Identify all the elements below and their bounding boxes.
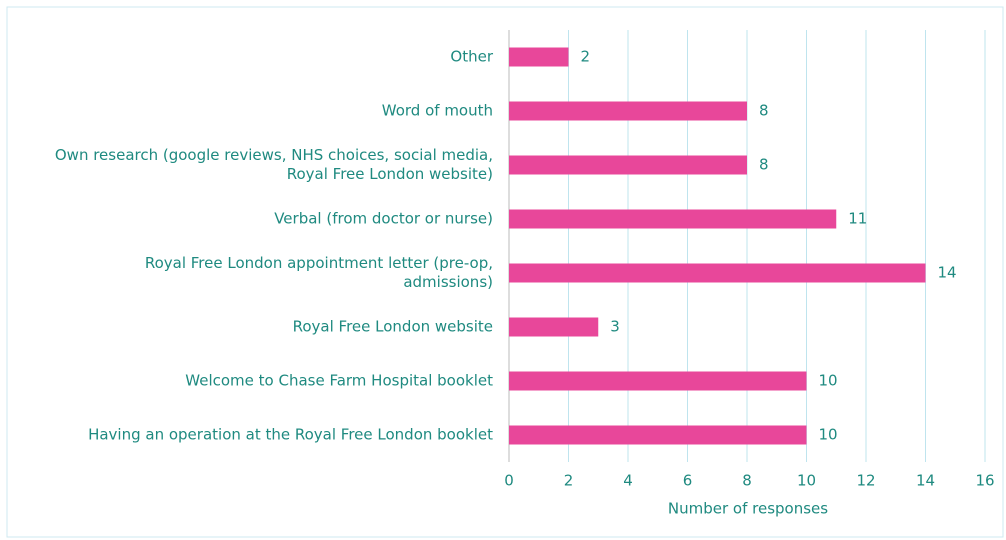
y-tick-label: Own research (google reviews, NHS choice… xyxy=(55,146,493,164)
x-tick-label: 10 xyxy=(797,472,816,490)
x-tick-label: 8 xyxy=(742,472,752,490)
data-label: 3 xyxy=(610,318,620,336)
x-tick-label: 2 xyxy=(564,472,574,490)
bar xyxy=(509,47,569,67)
data-label: 8 xyxy=(759,156,769,174)
y-tick-label: Other xyxy=(450,48,493,66)
y-tick-label: Welcome to Chase Farm Hospital booklet xyxy=(185,372,493,390)
data-label: 8 xyxy=(759,102,769,120)
data-label: 14 xyxy=(938,264,957,282)
x-tick-label: 0 xyxy=(504,472,514,490)
y-tick-label: Royal Free London website) xyxy=(287,165,493,183)
bar xyxy=(509,209,837,229)
bar xyxy=(509,317,599,337)
y-tick-label: Verbal (from doctor or nurse) xyxy=(274,210,493,228)
y-tick-label: Having an operation at the Royal Free Lo… xyxy=(88,426,493,444)
x-axis-label: Number of responses xyxy=(668,500,828,518)
bar xyxy=(509,155,747,175)
data-label: 10 xyxy=(819,426,838,444)
x-tick-label: 12 xyxy=(856,472,875,490)
bar xyxy=(509,425,807,445)
data-label: 2 xyxy=(581,48,591,66)
x-tick-label: 4 xyxy=(623,472,633,490)
data-label: 11 xyxy=(848,210,867,228)
chart-frame xyxy=(6,6,1004,538)
x-tick-label: 16 xyxy=(975,472,994,490)
y-tick-label: admissions) xyxy=(403,273,493,291)
bar xyxy=(509,263,926,283)
y-tick-label: Word of mouth xyxy=(382,102,493,120)
y-tick-label: Royal Free London website xyxy=(293,318,493,336)
x-tick-label: 6 xyxy=(683,472,693,490)
bar xyxy=(509,101,747,121)
y-tick-label: Royal Free London appointment letter (pr… xyxy=(145,254,493,272)
data-label: 10 xyxy=(819,372,838,390)
bar xyxy=(509,371,807,391)
x-tick-label: 14 xyxy=(916,472,935,490)
